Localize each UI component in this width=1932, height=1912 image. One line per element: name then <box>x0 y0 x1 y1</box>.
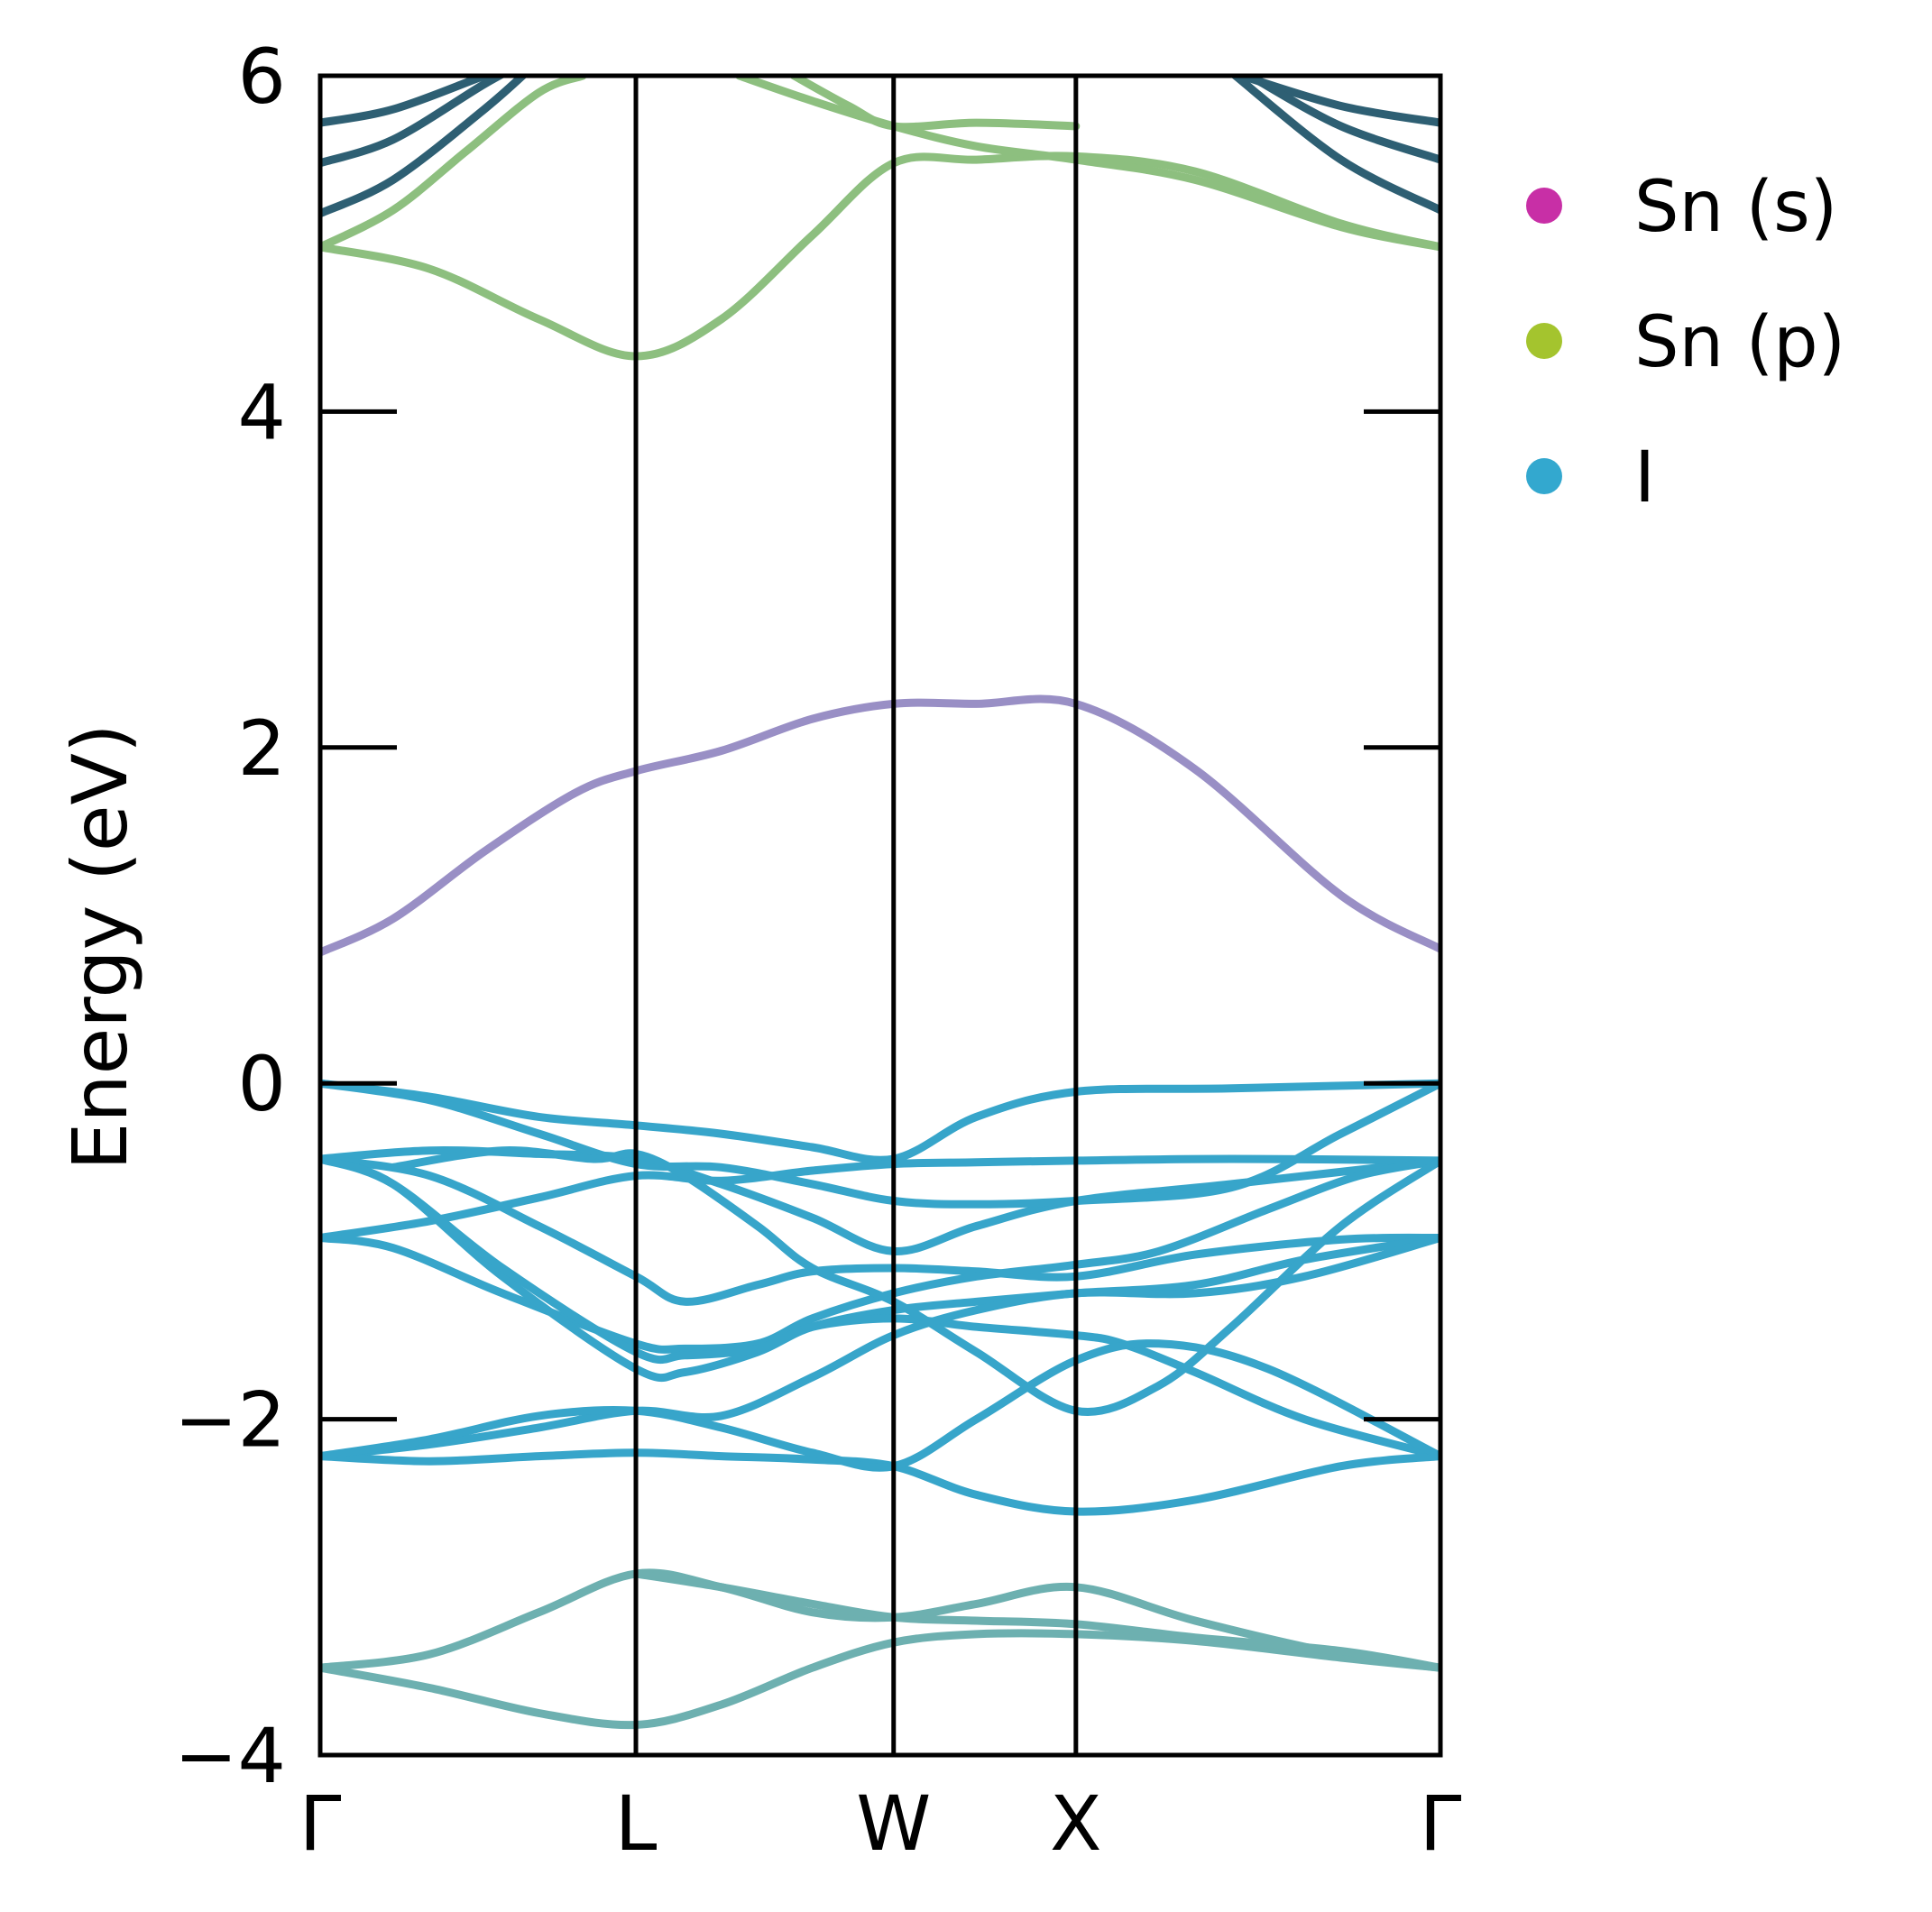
kpoint-label: Γ <box>1420 1779 1462 1868</box>
band-line-21 <box>320 1234 1440 1461</box>
y-axis-tick-labels: −4 −2 0 2 4 6 <box>174 32 286 1800</box>
legend-marker <box>1526 458 1562 494</box>
legend-label: Sn (p) <box>1634 302 1845 383</box>
band-line-26 <box>631 1569 1440 1672</box>
band-line-19 <box>320 1154 1440 1461</box>
legend-marker <box>1526 323 1562 359</box>
band-line-7 <box>320 76 508 168</box>
band-line-1 <box>320 694 1440 957</box>
band-line-22 <box>320 1448 1440 1516</box>
legend-marker <box>1526 188 1562 224</box>
band-line-17 <box>320 1156 1440 1354</box>
band-lines <box>320 76 1440 1730</box>
band-line-10 <box>1246 76 1440 164</box>
y-axis-label: Energy (eV) <box>56 723 144 1170</box>
kpoint-separators <box>633 76 1079 1755</box>
band-line-14 <box>320 1079 1440 1209</box>
kpoint-label: X <box>1050 1779 1102 1868</box>
legend: Sn (s) Sn (p) I <box>1526 167 1845 519</box>
y-axis-ticks <box>320 73 1440 1758</box>
band-line-23 <box>320 1339 1440 1472</box>
legend-label: Sn (s) <box>1634 167 1837 248</box>
y-tick-label: 0 <box>238 1040 286 1128</box>
kpoint-label: L <box>615 1779 658 1868</box>
band-line-2 <box>320 152 1440 361</box>
kpoint-label: Γ <box>299 1779 342 1868</box>
y-tick-label: 2 <box>238 704 286 793</box>
band-line-11 <box>1228 76 1440 215</box>
plot-frame <box>317 73 1443 1758</box>
kpoint-label: W <box>856 1779 931 1868</box>
y-tick-label: −2 <box>174 1376 286 1465</box>
band-line-6 <box>320 76 497 127</box>
band-line-12 <box>320 1079 1440 1164</box>
band-line-24 <box>320 1568 1440 1672</box>
y-tick-label: −4 <box>174 1712 286 1800</box>
band-line-5 <box>789 76 1081 132</box>
band-line-8 <box>320 76 529 218</box>
band-line-4 <box>735 76 1440 252</box>
band-line-3 <box>320 76 587 252</box>
y-tick-label: 6 <box>238 32 286 121</box>
legend-label: I <box>1634 437 1655 519</box>
y-tick-label: 4 <box>238 368 286 456</box>
